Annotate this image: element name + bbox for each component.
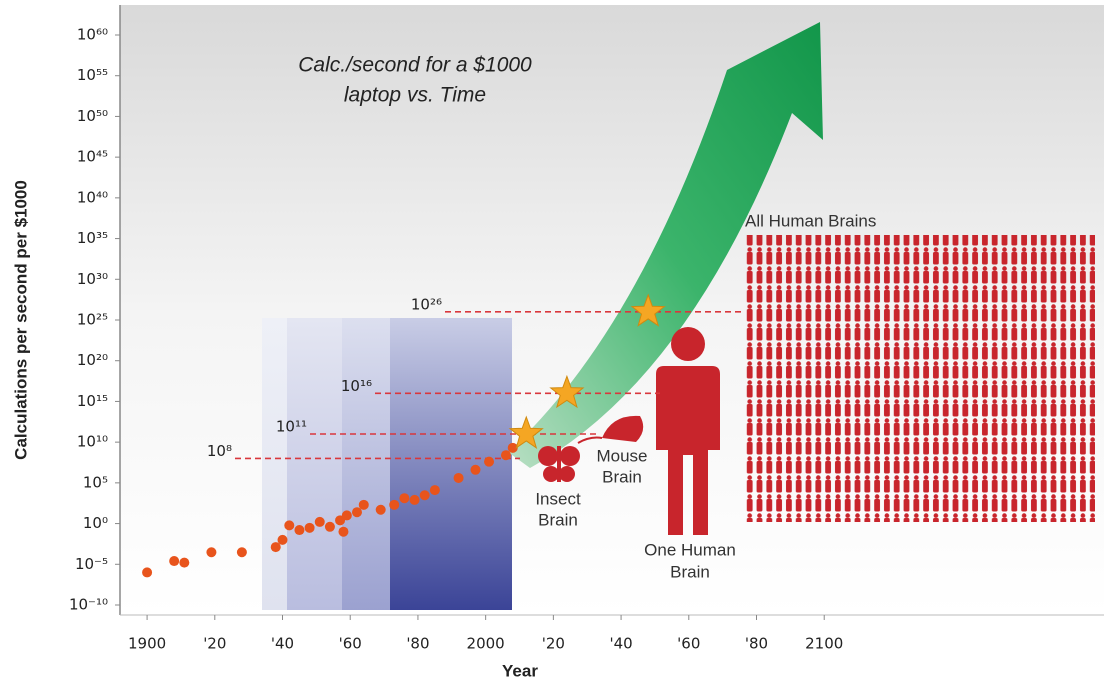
x-tick-label: 2100 (805, 635, 843, 653)
data-point (341, 510, 352, 521)
data-point (389, 499, 400, 510)
data-point (236, 547, 247, 558)
milestone-star (630, 293, 666, 327)
data-point (484, 456, 495, 467)
y-tick-label: 10⁴⁵ (77, 148, 108, 166)
threshold-label: 10⁸ (207, 442, 232, 460)
x-tick-label: '60 (677, 635, 700, 653)
all-human-label: All Human Brains (745, 211, 876, 230)
y-tick-label: 10³⁵ (77, 229, 108, 247)
mouse-label: Brain (602, 467, 642, 486)
trend-arrow (508, 22, 823, 468)
y-tick-label: 10⁻⁵ (75, 555, 108, 573)
x-tick-label: '40 (609, 635, 632, 653)
data-point (419, 490, 430, 501)
data-point (399, 493, 410, 504)
y-tick-label: 10⁴⁰ (77, 188, 108, 206)
human-label: One Human (644, 540, 736, 559)
data-point (429, 485, 440, 496)
data-point (507, 442, 518, 453)
era-band (342, 318, 390, 610)
x-tick-label: '20 (542, 635, 565, 653)
data-point (169, 556, 180, 567)
data-point (358, 499, 369, 510)
x-tick-label: '80 (745, 635, 768, 653)
insect-icon (538, 446, 580, 482)
data-point (351, 507, 362, 518)
data-point (470, 464, 481, 475)
data-point (338, 526, 349, 537)
x-tick-label: '60 (339, 635, 362, 653)
chart-title: laptop vs. Time (344, 84, 486, 107)
data-point (179, 557, 190, 568)
mouse-icon (577, 415, 644, 444)
data-point (277, 534, 288, 545)
data-point (284, 520, 295, 531)
data-point (304, 522, 315, 533)
y-tick-label: 10⁵⁵ (77, 66, 108, 84)
data-point (453, 472, 464, 483)
milestone-star (508, 415, 544, 449)
all-human-brains-icon (745, 235, 1095, 522)
y-tick-label: 10⁻¹⁰ (69, 596, 108, 614)
y-tick-label: 10⁵⁰ (77, 107, 108, 125)
x-tick-label: 1900 (128, 635, 166, 653)
threshold-label: 10¹¹ (276, 418, 307, 436)
threshold-label: 10¹⁶ (341, 377, 372, 395)
data-point (409, 494, 420, 505)
data-point (206, 547, 217, 558)
mouse-label: Mouse (596, 446, 647, 465)
era-band (287, 318, 342, 610)
y-tick-label: 10⁵ (83, 473, 108, 491)
y-tick-label: 10¹⁰ (77, 433, 108, 451)
milestone-star (549, 374, 585, 409)
data-point (375, 504, 386, 515)
x-tick-label: 2000 (467, 635, 505, 653)
x-tick-label: '40 (271, 635, 294, 653)
human-label: Brain (670, 562, 710, 581)
y-tick-label: 10²⁰ (77, 351, 108, 369)
data-point (142, 567, 153, 578)
y-tick-label: 10¹⁵ (77, 392, 108, 410)
insect-label: Brain (538, 510, 578, 529)
y-tick-label: 10³⁰ (77, 270, 108, 288)
data-point (314, 516, 325, 527)
era-band (262, 318, 287, 610)
x-tick-label: '80 (406, 635, 429, 653)
x-axis-label: Year (502, 661, 538, 680)
data-point (270, 542, 281, 553)
human-icon (656, 327, 720, 535)
era-band (390, 318, 512, 610)
y-axis-label: Calculations per second per $1000 (11, 180, 30, 460)
insect-label: Insect (535, 489, 581, 508)
chart-title: Calc./second for a $1000 (298, 54, 532, 77)
y-tick-label: 10⁰ (83, 514, 108, 532)
y-tick-label: 10²⁵ (77, 311, 108, 329)
y-tick-label: 10⁶⁰ (77, 26, 108, 44)
threshold-label: 10²⁶ (411, 295, 442, 313)
data-point (500, 450, 511, 461)
data-point (324, 521, 335, 532)
data-point (294, 525, 305, 536)
x-tick-label: '20 (203, 635, 226, 653)
